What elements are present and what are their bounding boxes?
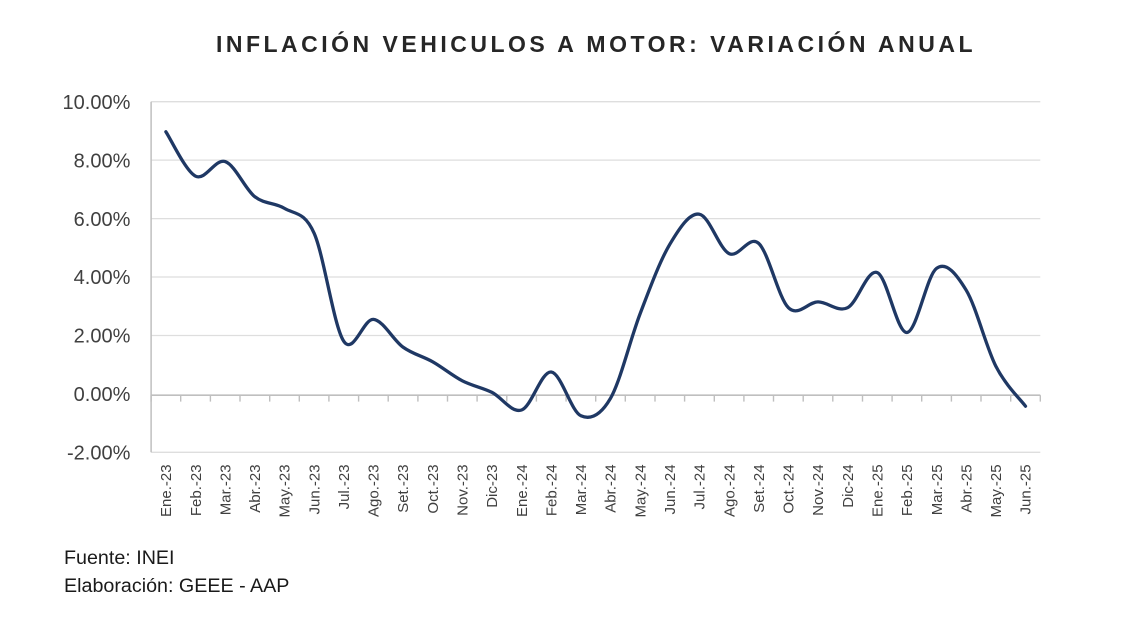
svg-text:Feb.-25: Feb.-25 — [899, 464, 916, 516]
svg-text:Nov.-23: Nov.-23 — [455, 464, 472, 515]
svg-text:Oct.-24: Oct.-24 — [781, 464, 798, 513]
svg-text:Jul.-24: Jul.-24 — [692, 464, 709, 509]
svg-text:Nov.-24: Nov.-24 — [810, 464, 827, 515]
svg-text:Mar.-25: Mar.-25 — [929, 464, 946, 515]
svg-text:May.-24: May.-24 — [632, 464, 649, 517]
svg-text:Feb.-24: Feb.-24 — [543, 464, 560, 516]
svg-text:Abr.-25: Abr.-25 — [958, 464, 975, 512]
svg-text:Mar.-24: Mar.-24 — [573, 464, 590, 515]
svg-text:-2.00%: -2.00% — [67, 443, 131, 465]
svg-text:Ago.-23: Ago.-23 — [366, 464, 383, 517]
svg-text:Ene.-23: Ene.-23 — [158, 464, 175, 517]
svg-text:Dic-24: Dic-24 — [840, 464, 857, 507]
svg-text:Jun.-23: Jun.-23 — [306, 464, 323, 514]
svg-text:10.00%: 10.00% — [63, 92, 131, 114]
svg-text:May.-23: May.-23 — [277, 464, 294, 517]
svg-text:8.00%: 8.00% — [74, 150, 131, 172]
svg-text:2.00%: 2.00% — [74, 326, 131, 348]
svg-text:4.00%: 4.00% — [74, 267, 131, 289]
svg-text:0.00%: 0.00% — [74, 384, 131, 406]
svg-text:Feb.-23: Feb.-23 — [188, 464, 205, 516]
svg-text:Dic-23: Dic-23 — [484, 464, 501, 507]
svg-text:Jun.-25: Jun.-25 — [1018, 464, 1035, 514]
svg-text:Oct.-23: Oct.-23 — [425, 464, 442, 513]
svg-text:Abr.-23: Abr.-23 — [247, 464, 264, 512]
svg-text:Set.-23: Set.-23 — [395, 464, 412, 512]
svg-text:Abr.-24: Abr.-24 — [603, 464, 620, 512]
svg-text:Ene.-24: Ene.-24 — [514, 464, 531, 517]
svg-text:Set.-24: Set.-24 — [751, 464, 768, 512]
svg-text:6.00%: 6.00% — [74, 209, 131, 231]
svg-text:Jul.-23: Jul.-23 — [336, 464, 353, 509]
svg-text:Jun.-24: Jun.-24 — [662, 464, 679, 514]
svg-text:Ago.-24: Ago.-24 — [721, 464, 738, 517]
svg-text:Mar.-23: Mar.-23 — [217, 464, 234, 515]
svg-text:Ene.-25: Ene.-25 — [870, 464, 887, 517]
svg-text:May.-25: May.-25 — [988, 464, 1005, 517]
